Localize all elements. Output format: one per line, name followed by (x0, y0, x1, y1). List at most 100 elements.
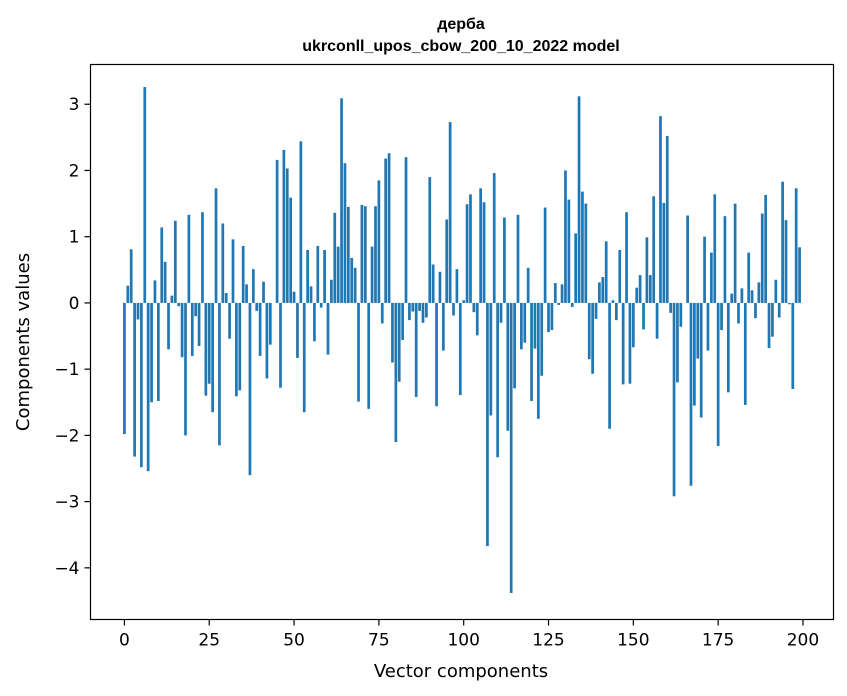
bar-117 (520, 302, 523, 350)
x-tick-label: 75 (368, 631, 390, 651)
x-tick-label: 125 (532, 631, 564, 651)
bar-177 (723, 216, 727, 303)
bar-9 (153, 280, 157, 303)
bar-1 (126, 285, 130, 303)
bar-36 (245, 284, 248, 303)
bar-2 (129, 249, 133, 303)
bar-123 (540, 302, 544, 376)
bar-102 (469, 194, 472, 303)
bar-64 (340, 98, 343, 303)
bar-97 (452, 302, 455, 316)
bar-137 (587, 302, 591, 360)
bar-33 (235, 302, 238, 397)
bar-118 (523, 302, 527, 343)
plot-frame (89, 63, 835, 621)
bar-90 (428, 177, 432, 303)
bar-101 (465, 204, 469, 303)
bar-127 (553, 283, 557, 303)
bar-168 (693, 302, 696, 406)
bar-92 (435, 302, 438, 407)
bar-184 (747, 252, 751, 303)
bar-114 (509, 302, 513, 594)
bar-37 (248, 302, 252, 476)
bar-25 (207, 302, 211, 384)
bar-22 (197, 302, 201, 346)
bar-95 (445, 219, 449, 303)
bar-10 (156, 302, 160, 401)
bar-27 (214, 188, 218, 303)
bar-147 (621, 302, 625, 385)
y-tick-label: −1 (54, 360, 79, 380)
y-tick-label: −3 (54, 493, 79, 513)
bar-166 (686, 215, 689, 303)
bar-173 (710, 252, 713, 303)
bar-61 (330, 279, 333, 303)
bar-115 (513, 302, 516, 389)
bar-119 (526, 267, 530, 303)
bar-24 (204, 302, 208, 396)
bar-23 (201, 212, 204, 303)
bar-31 (228, 302, 231, 339)
bar-66 (346, 206, 350, 303)
bar-8 (150, 302, 153, 403)
bar-151 (635, 287, 639, 303)
bar-82 (401, 302, 404, 341)
bar-100 (462, 300, 466, 303)
bar-121 (533, 302, 537, 349)
bar-99 (458, 302, 462, 395)
bar-67 (350, 257, 354, 303)
bar-178 (726, 302, 730, 393)
bar-135 (581, 191, 584, 303)
bar-145 (615, 302, 618, 321)
bar-124 (543, 207, 547, 303)
bar-88 (421, 302, 425, 323)
bar-129 (560, 284, 564, 303)
bar-58 (319, 302, 323, 308)
bar-186 (754, 302, 757, 319)
bar-7 (146, 302, 150, 472)
bar-176 (720, 302, 723, 331)
bar-162 (672, 302, 676, 497)
bar-21 (194, 302, 198, 317)
bar-41 (262, 281, 265, 303)
bar-126 (550, 302, 554, 331)
bar-18 (184, 302, 187, 436)
bar-108 (489, 302, 493, 416)
bar-143 (608, 302, 611, 429)
bar-191 (771, 302, 774, 337)
bar-48 (285, 168, 289, 303)
bar-109 (492, 173, 496, 303)
bar-152 (638, 275, 642, 303)
bar-57 (316, 245, 320, 303)
bar-81 (397, 302, 401, 382)
bar-46 (279, 302, 282, 388)
y-tick-label: −2 (54, 426, 79, 446)
bar-72 (367, 302, 371, 409)
bar-104 (475, 302, 479, 336)
bar-179 (730, 293, 734, 303)
bar-56 (313, 302, 316, 342)
bar-189 (764, 194, 768, 303)
bar-188 (760, 213, 764, 303)
bar-172 (706, 302, 710, 351)
bar-68 (353, 267, 357, 303)
bar-192 (774, 279, 778, 303)
bar-154 (645, 237, 649, 303)
bar-91 (431, 264, 435, 303)
bar-60 (326, 302, 330, 355)
bar-35 (241, 245, 245, 303)
bar-174 (713, 194, 717, 303)
bar-75 (377, 180, 381, 303)
bar-16 (177, 302, 181, 307)
bar-55 (309, 286, 313, 303)
bar-139 (594, 302, 598, 319)
bar-70 (360, 204, 364, 303)
bar-62 (333, 212, 337, 303)
bar-122 (536, 302, 540, 419)
bar-77 (384, 158, 388, 303)
bar-187 (757, 282, 761, 303)
bar-182 (740, 288, 744, 303)
bar-138 (591, 302, 594, 374)
